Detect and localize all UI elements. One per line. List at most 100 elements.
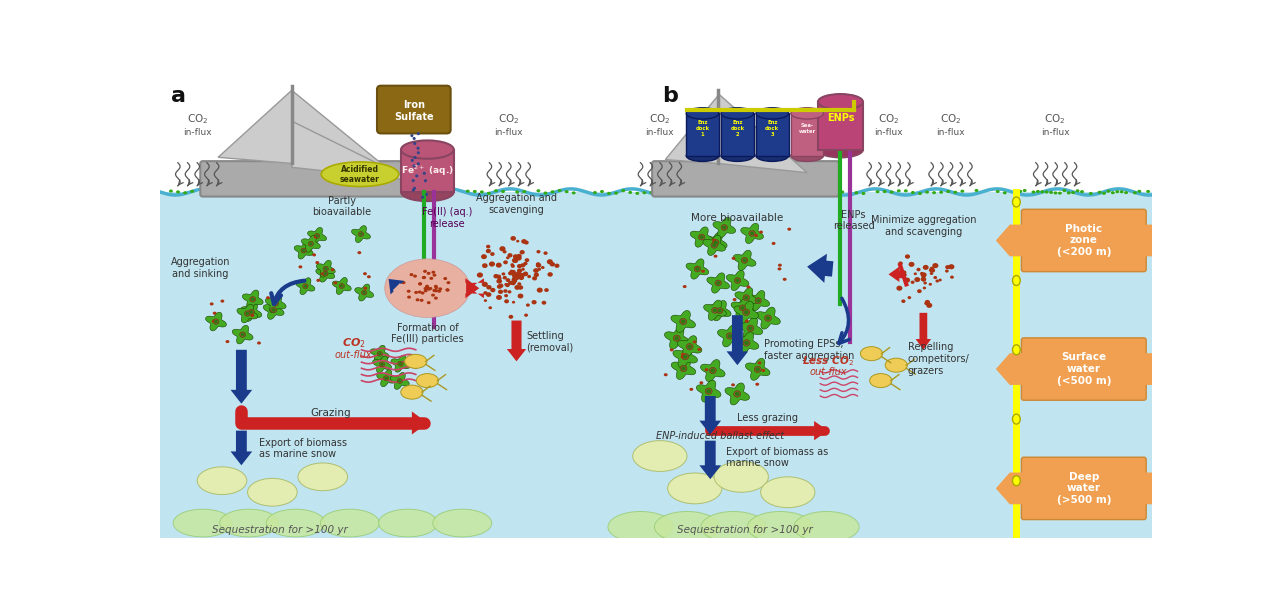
- Ellipse shape: [324, 191, 329, 194]
- Ellipse shape: [777, 267, 781, 270]
- Ellipse shape: [339, 192, 343, 195]
- Ellipse shape: [508, 315, 513, 319]
- Ellipse shape: [520, 250, 525, 254]
- Ellipse shape: [412, 137, 416, 140]
- FancyArrow shape: [808, 253, 833, 283]
- Ellipse shape: [516, 255, 522, 261]
- Ellipse shape: [534, 273, 539, 277]
- Ellipse shape: [742, 309, 750, 316]
- Ellipse shape: [250, 296, 256, 302]
- Text: CO$_2$: CO$_2$: [940, 113, 961, 126]
- Polygon shape: [241, 302, 262, 321]
- Ellipse shape: [516, 240, 520, 243]
- Ellipse shape: [664, 373, 668, 376]
- Ellipse shape: [681, 319, 686, 324]
- Ellipse shape: [777, 192, 781, 195]
- Ellipse shape: [429, 277, 433, 280]
- Ellipse shape: [380, 363, 384, 366]
- Ellipse shape: [324, 272, 326, 275]
- Polygon shape: [218, 90, 292, 163]
- Ellipse shape: [415, 174, 419, 177]
- Text: CO$_2$: CO$_2$: [342, 336, 366, 350]
- Ellipse shape: [701, 270, 705, 273]
- Ellipse shape: [923, 287, 927, 289]
- Polygon shape: [755, 307, 781, 329]
- Ellipse shape: [754, 366, 762, 373]
- Ellipse shape: [769, 191, 773, 194]
- Ellipse shape: [818, 94, 863, 110]
- Ellipse shape: [424, 270, 428, 273]
- Polygon shape: [237, 304, 257, 323]
- Ellipse shape: [1102, 192, 1106, 195]
- Ellipse shape: [515, 273, 520, 278]
- Ellipse shape: [791, 108, 823, 119]
- Ellipse shape: [869, 374, 892, 388]
- Ellipse shape: [699, 235, 704, 239]
- Ellipse shape: [593, 191, 596, 194]
- Ellipse shape: [909, 262, 914, 267]
- Ellipse shape: [712, 307, 718, 313]
- Ellipse shape: [668, 473, 722, 504]
- Ellipse shape: [713, 240, 719, 246]
- Polygon shape: [292, 90, 393, 172]
- Ellipse shape: [716, 280, 722, 286]
- Ellipse shape: [410, 273, 413, 276]
- Ellipse shape: [654, 511, 719, 542]
- Ellipse shape: [536, 287, 543, 293]
- Ellipse shape: [411, 134, 413, 137]
- Ellipse shape: [490, 288, 495, 292]
- Text: Acidified
seawater: Acidified seawater: [340, 165, 380, 184]
- Ellipse shape: [407, 290, 411, 293]
- Text: Export of biomass
as marine snow: Export of biomass as marine snow: [259, 437, 347, 459]
- Ellipse shape: [417, 132, 420, 136]
- Ellipse shape: [1053, 191, 1057, 194]
- Polygon shape: [301, 235, 320, 252]
- Text: Grazing: Grazing: [310, 408, 351, 417]
- Polygon shape: [316, 265, 335, 282]
- Ellipse shape: [818, 142, 863, 157]
- FancyBboxPatch shape: [652, 161, 838, 197]
- Bar: [401, 149, 453, 192]
- Ellipse shape: [936, 280, 940, 283]
- Ellipse shape: [896, 286, 902, 291]
- Ellipse shape: [712, 243, 717, 247]
- Ellipse shape: [506, 257, 509, 260]
- Ellipse shape: [536, 263, 541, 268]
- Ellipse shape: [513, 254, 518, 259]
- Ellipse shape: [527, 275, 531, 278]
- Ellipse shape: [422, 276, 426, 279]
- Ellipse shape: [945, 269, 948, 273]
- Ellipse shape: [486, 192, 490, 195]
- Text: Fe(II) (aq.)
release: Fe(II) (aq.) release: [421, 208, 472, 229]
- Ellipse shape: [736, 279, 740, 283]
- Ellipse shape: [819, 191, 823, 194]
- Ellipse shape: [946, 190, 950, 193]
- Ellipse shape: [340, 284, 343, 287]
- Ellipse shape: [508, 271, 513, 275]
- Ellipse shape: [493, 274, 499, 278]
- Ellipse shape: [489, 261, 495, 267]
- Ellipse shape: [925, 191, 929, 194]
- Ellipse shape: [699, 234, 705, 240]
- Ellipse shape: [302, 284, 308, 289]
- Ellipse shape: [247, 479, 297, 506]
- Ellipse shape: [607, 192, 611, 195]
- Ellipse shape: [762, 369, 765, 372]
- Ellipse shape: [515, 272, 521, 277]
- Text: in-flux: in-flux: [645, 128, 675, 137]
- Text: Partly
bioavailable: Partly bioavailable: [312, 196, 371, 217]
- Ellipse shape: [308, 241, 314, 246]
- Ellipse shape: [554, 264, 559, 268]
- Polygon shape: [242, 290, 264, 309]
- Ellipse shape: [357, 251, 361, 254]
- Ellipse shape: [428, 287, 431, 291]
- Polygon shape: [708, 301, 731, 321]
- Ellipse shape: [918, 192, 922, 195]
- Ellipse shape: [686, 150, 719, 162]
- Ellipse shape: [416, 192, 420, 195]
- Polygon shape: [748, 290, 769, 311]
- Ellipse shape: [484, 299, 488, 302]
- Ellipse shape: [426, 272, 430, 275]
- Text: CO$_2$: CO$_2$: [649, 113, 671, 126]
- Ellipse shape: [421, 292, 425, 295]
